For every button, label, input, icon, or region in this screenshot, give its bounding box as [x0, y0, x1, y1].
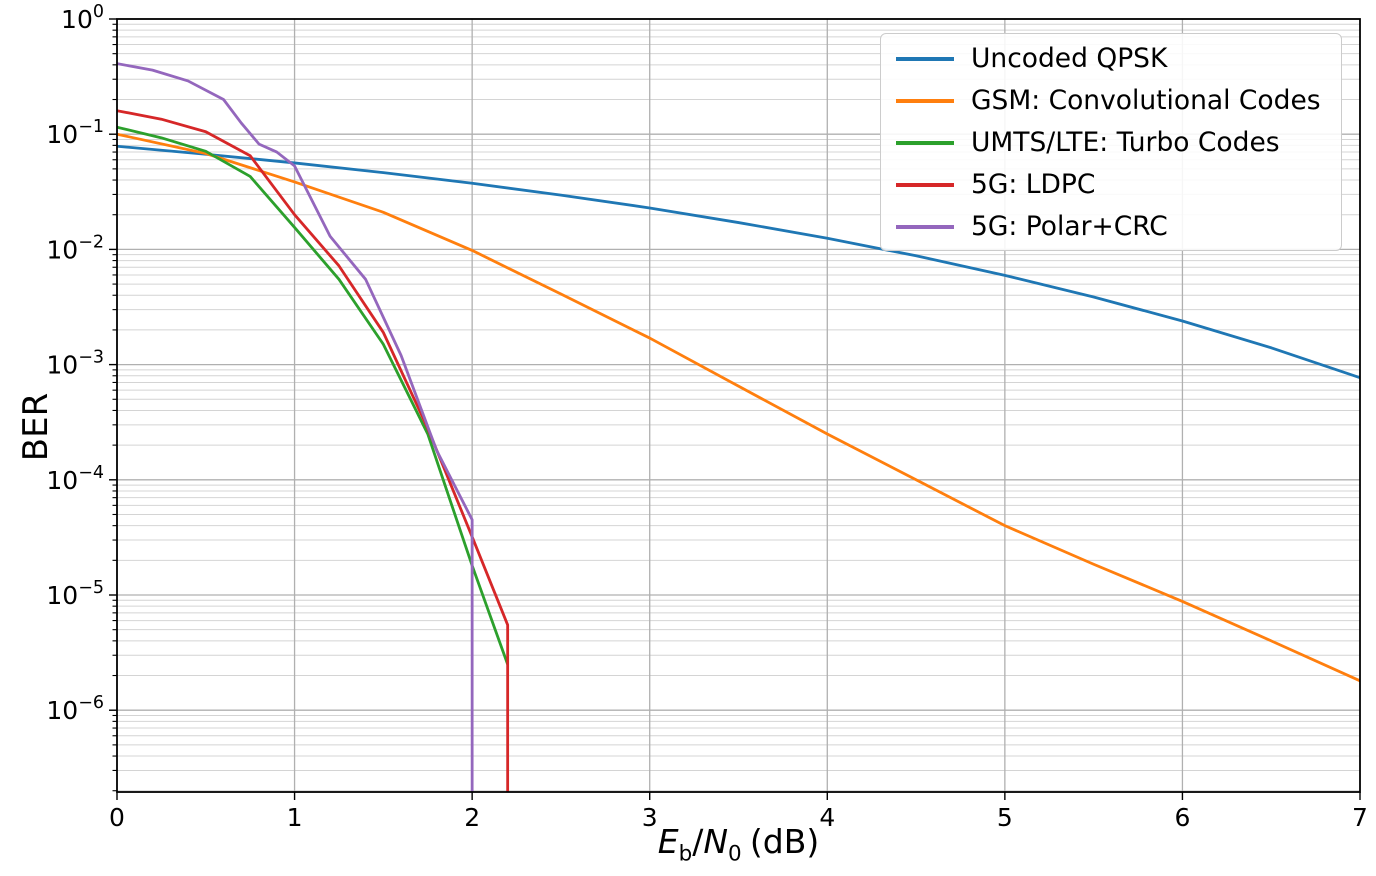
- legend-entry-gsm-convolutional-codes: GSM: Convolutional Codes: [881, 80, 1341, 122]
- legend: Uncoded QPSK GSM: Convolutional Codes UMTS…: [880, 33, 1342, 251]
- y-axis-label: BER: [16, 392, 56, 462]
- y-tick-label: 10−3: [46, 348, 104, 380]
- plot-border: [116, 18, 1361, 793]
- series-group: [117, 62, 1360, 792]
- y-minor-ticks: [112, 23, 117, 792]
- legend-label: Uncoded QPSK: [971, 42, 1168, 74]
- xlabel-var-n: N: [703, 822, 729, 861]
- x-tick-label: 3: [642, 803, 658, 832]
- y-tick-label: 10−4: [46, 463, 104, 495]
- y-tick-label: 100: [61, 2, 104, 34]
- x-tick-label: 7: [1352, 803, 1368, 832]
- xlabel-sub-b: b: [678, 841, 693, 867]
- xlabel-slash: /: [692, 822, 704, 861]
- xlabel-var-e: E: [657, 822, 679, 861]
- legend-label: 5G: Polar+CRC: [971, 210, 1168, 242]
- legend-label: 5G: LDPC: [971, 168, 1096, 200]
- y-tick-label: 10−5: [46, 578, 104, 610]
- series-line-gsm-convolutional-codes: [117, 132, 1360, 683]
- x-axis-label: Eb/N0 (dB): [117, 822, 1360, 867]
- xlabel-unit: (dB): [749, 822, 820, 861]
- x-tick-label: 4: [819, 803, 835, 832]
- legend-entry-uncoded-qpsk: Uncoded QPSK: [881, 38, 1341, 80]
- major-ticks: [109, 18, 1361, 800]
- legend-line-swatch: [896, 141, 954, 145]
- legend-line-swatch: [896, 183, 954, 187]
- x-tick-label: 0: [109, 803, 125, 832]
- y-tick-label: 10−6: [46, 693, 104, 725]
- x-tick-label: 6: [1174, 803, 1190, 832]
- series-line-5g-ldpc: [117, 109, 510, 792]
- series-line-umts-lte-turbo-codes: [117, 125, 509, 665]
- legend-entry-5g-ldpc: 5G: LDPC: [881, 164, 1341, 206]
- legend-entry-5g-polar-crc: 5G: Polar+CRC: [881, 206, 1341, 248]
- legend-line-swatch: [896, 99, 954, 103]
- series-line-5g-polar-crc: [117, 62, 474, 792]
- x-tick-label: 2: [464, 803, 480, 832]
- legend-entry-umts-lte-turbo-codes: UMTS/LTE: Turbo Codes: [881, 122, 1341, 164]
- legend-label: GSM: Convolutional Codes: [971, 84, 1321, 116]
- x-tick-label: 5: [997, 803, 1013, 832]
- x-tick-label: 1: [287, 803, 303, 832]
- y-tick-label: 10−1: [46, 117, 104, 149]
- series-line-uncoded-qpsk: [117, 144, 1360, 380]
- legend-line-swatch: [896, 57, 954, 61]
- xlabel-sub-0: 0: [728, 841, 742, 867]
- legend-label: UMTS/LTE: Turbo Codes: [971, 126, 1280, 158]
- y-tick-label: 10−2: [46, 232, 104, 264]
- legend-line-swatch: [896, 225, 954, 229]
